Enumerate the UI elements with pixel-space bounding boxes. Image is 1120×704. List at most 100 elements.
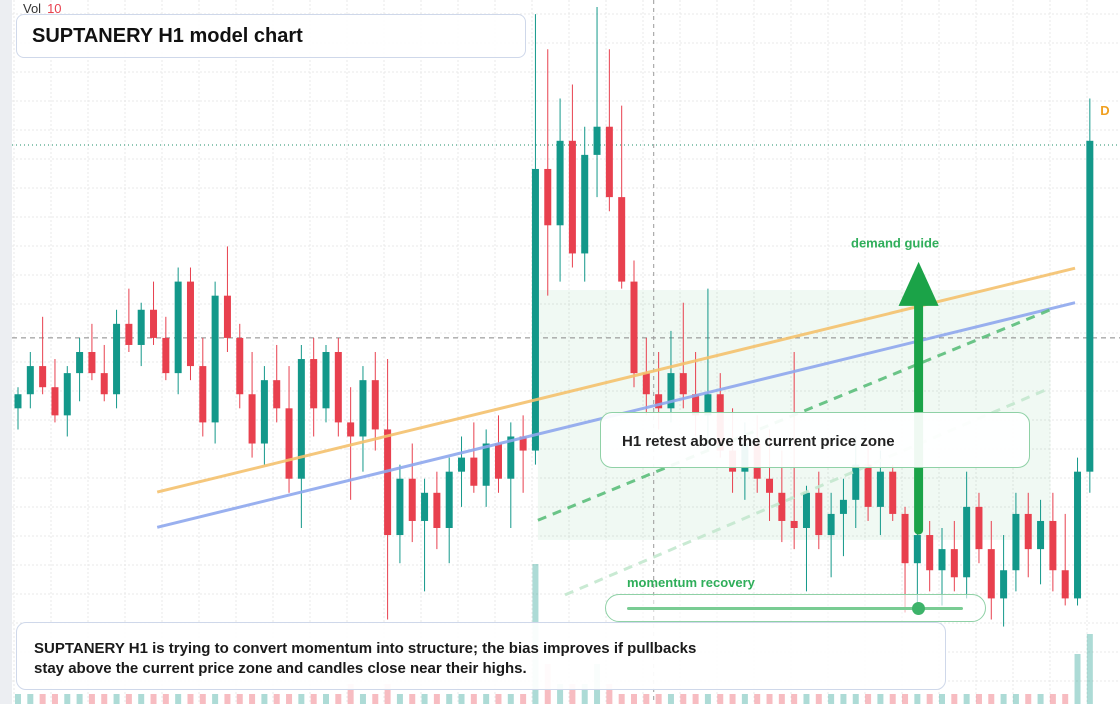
candle-body: [778, 492, 786, 521]
candle-body: [1000, 570, 1008, 599]
candle-body: [322, 352, 330, 409]
candle-body: [1037, 520, 1045, 550]
candle-body: [790, 520, 798, 528]
volume-bar: [224, 694, 231, 704]
volume-bar: [64, 694, 71, 704]
candle-body: [334, 352, 342, 423]
arrow-label: demand guide: [851, 235, 939, 250]
volume-bar: [581, 684, 588, 704]
volume-value: 10: [47, 1, 62, 16]
slider-knob[interactable]: [912, 602, 925, 615]
volume-bar: [150, 694, 157, 704]
candle-body: [408, 478, 416, 521]
volume-bar: [766, 694, 773, 704]
volume-bar: [396, 694, 403, 704]
volume-bar: [249, 694, 256, 704]
volume-bar: [803, 694, 810, 704]
volume-bar: [889, 694, 896, 704]
volume-bar: [359, 694, 366, 704]
volume-bar: [175, 694, 182, 704]
candle-body: [704, 394, 712, 416]
candle-body: [568, 140, 576, 254]
candle-body: [556, 140, 564, 226]
volume-bar: [335, 694, 342, 704]
volume-bar: [458, 694, 465, 704]
volume-bar: [667, 694, 674, 704]
candle-body: [494, 443, 502, 479]
candle-body: [384, 429, 392, 536]
candle-body: [938, 549, 946, 571]
volume-bar: [1049, 694, 1056, 704]
candle-body: [618, 197, 626, 282]
volume-bar: [1062, 694, 1069, 704]
volume-bar: [421, 694, 428, 704]
candle-body: [396, 478, 404, 536]
candle-body: [445, 471, 453, 528]
volume-bar: [828, 694, 835, 704]
candle-body: [630, 281, 638, 374]
volume-bar: [729, 694, 736, 704]
candle-body: [347, 422, 355, 437]
candle-body: [236, 337, 244, 395]
volume-bar: [113, 694, 120, 704]
volume-bar: [520, 694, 527, 704]
volume-bar: [988, 694, 995, 704]
volume-bar: [483, 694, 490, 704]
candle-body: [605, 126, 613, 198]
volume-bar: [754, 694, 761, 704]
candle-body: [211, 295, 219, 423]
candle-body: [458, 457, 466, 472]
volume-bar: [88, 694, 95, 704]
volume-bar: [704, 694, 711, 704]
volume-bar: [791, 694, 798, 704]
slider-label: momentum recovery: [627, 575, 755, 590]
volume-bar: [273, 694, 280, 704]
volume-bar: [212, 694, 219, 704]
candle-body: [839, 499, 847, 514]
volume-bar: [606, 684, 613, 704]
volume-bar: [347, 684, 354, 704]
candle-body: [913, 535, 921, 564]
candle-body: [137, 309, 145, 345]
candle-body: [975, 506, 983, 550]
candle-body: [174, 281, 182, 374]
volume-bar: [1074, 654, 1081, 704]
candle-body: [963, 506, 971, 578]
candle-body: [667, 373, 675, 409]
candle-body: [310, 359, 318, 409]
candle-body: [901, 513, 909, 564]
candle-body: [433, 492, 441, 528]
candle-body: [273, 380, 281, 409]
slider[interactable]: [605, 594, 986, 622]
candle-body: [926, 535, 934, 571]
volume-bar: [951, 694, 958, 704]
slider-track[interactable]: [627, 607, 963, 610]
volume-bar: [741, 694, 748, 704]
candle-body: [1074, 471, 1082, 599]
volume-bar: [27, 694, 34, 704]
candle-body: [51, 387, 59, 416]
volume-bar: [631, 694, 637, 704]
volume-bar: [51, 694, 58, 704]
candle-body: [150, 309, 158, 338]
volume-bar: [975, 694, 982, 704]
chart-title: SUPTANERY H1 model chart: [32, 25, 303, 47]
volume-bar: [236, 694, 243, 704]
badge[interactable]: D: [1100, 103, 1110, 118]
candle-body: [766, 478, 774, 493]
volume-bar: [618, 694, 625, 704]
title-box: SUPTANERY H1 model chart: [16, 14, 526, 58]
volume-bar: [877, 694, 884, 704]
volume-bar: [15, 694, 21, 704]
volume-bar: [446, 694, 453, 704]
candle-body: [125, 323, 133, 345]
candle-body: [39, 366, 47, 388]
candle-body: [1086, 140, 1094, 472]
volume-bar: [286, 694, 293, 704]
candle-body: [482, 443, 490, 486]
candle-body: [1049, 520, 1057, 571]
volume-bar: [902, 694, 909, 704]
candle-body: [26, 366, 34, 395]
candle-body: [470, 457, 478, 486]
